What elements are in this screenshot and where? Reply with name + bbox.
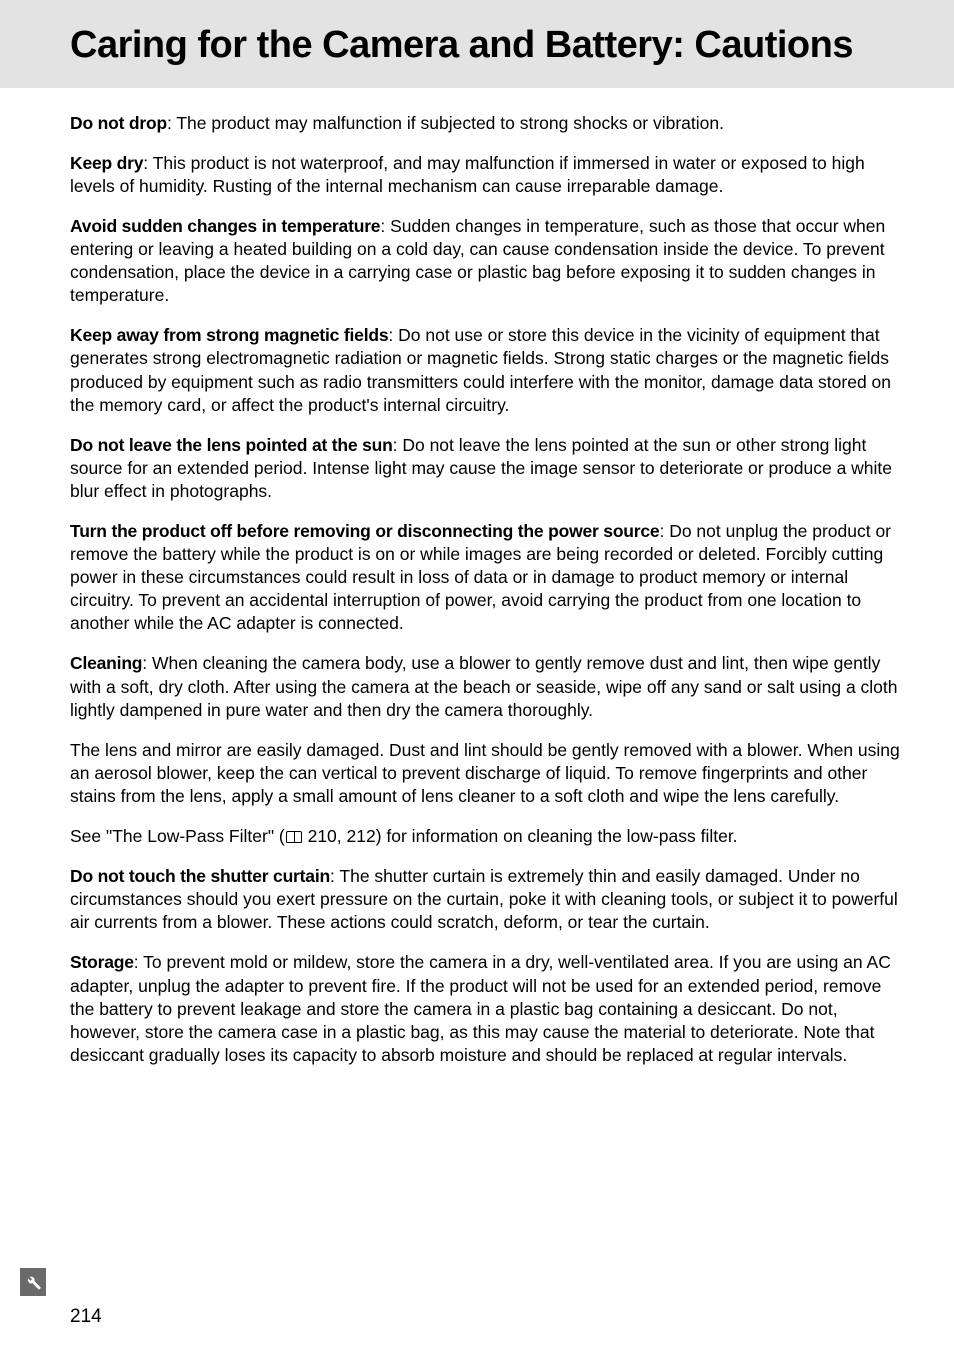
section-label: Avoid sudden changes in temperature [70,216,380,236]
section-lens-sun: Do not leave the lens pointed at the sun… [70,434,904,503]
section-text: : This product is not waterproof, and ma… [70,153,865,196]
section-cleaning: Cleaning: When cleaning the camera body,… [70,652,904,721]
page-number: 214 [70,1306,102,1328]
book-icon [286,831,302,843]
section-label: Storage [70,952,134,972]
section-label: Do not leave the lens pointed at the sun [70,435,393,455]
section-keep-dry: Keep dry: This product is not waterproof… [70,152,904,198]
lowpass-pre: See "The Low-Pass Filter" ( [70,826,285,846]
section-temperature: Avoid sudden changes in temperature: Sud… [70,215,904,307]
section-text: : The product may malfunction if subject… [167,113,724,133]
section-text: : When cleaning the camera body, use a b… [70,653,898,719]
content-area: Do not drop: The product may malfunction… [0,88,954,1067]
section-label: Cleaning [70,653,142,673]
section-label: Turn the product off before removing or … [70,521,659,541]
section-label: Keep away from strong magnetic fields [70,325,388,345]
side-tab [20,1268,46,1296]
section-storage: Storage: To prevent mold or mildew, stor… [70,951,904,1066]
section-text: : To prevent mold or mildew, store the c… [70,952,891,1064]
section-label: Do not touch the shutter curtain [70,866,330,886]
header-band: Caring for the Camera and Battery: Cauti… [0,0,954,88]
section-text: The lens and mirror are easily damaged. … [70,740,900,806]
section-lens-mirror: The lens and mirror are easily damaged. … [70,739,904,808]
section-magnetic-fields: Keep away from strong magnetic fields: D… [70,324,904,416]
section-shutter-curtain: Do not touch the shutter curtain: The sh… [70,865,904,934]
section-label: Keep dry [70,153,143,173]
section-power-off: Turn the product off before removing or … [70,520,904,635]
page-title: Caring for the Camera and Battery: Cauti… [70,24,904,68]
section-lowpass: See "The Low-Pass Filter" ( 210, 212) fo… [70,825,904,848]
section-do-not-drop: Do not drop: The product may malfunction… [70,112,904,135]
wrench-icon [24,1273,42,1291]
lowpass-pages: 210, 212) for information on cleaning th… [303,826,738,846]
section-label: Do not drop [70,113,167,133]
